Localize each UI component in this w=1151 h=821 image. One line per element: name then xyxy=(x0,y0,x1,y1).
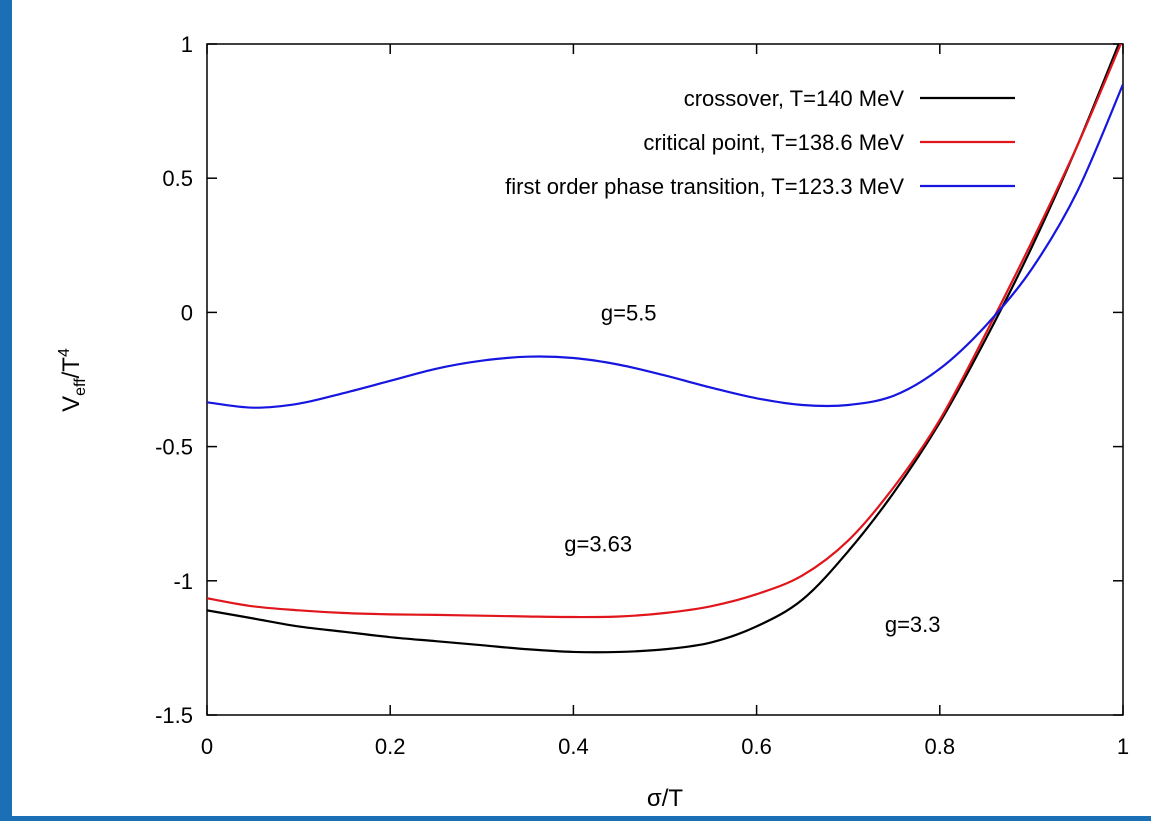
series-lines xyxy=(207,44,1123,654)
legend: crossover, T=140 MeV critical point, T=13… xyxy=(505,86,1015,199)
series-line-2 xyxy=(207,83,1123,409)
x-tick-label: 0.8 xyxy=(925,734,956,759)
curve-annotation: g=5.5 xyxy=(601,300,657,325)
axis-ticks: 0 0.2 0.4 0.6 0.8 1 -1.5 -1 -0.5 0 0.5 1 xyxy=(155,32,1129,759)
x-tick-label: 0 xyxy=(201,734,213,759)
plot-frame xyxy=(206,43,1124,716)
y-tick-label: -1.5 xyxy=(155,703,193,728)
y-tick-label: -0.5 xyxy=(155,435,193,460)
legend-label: crossover, T=140 MeV xyxy=(684,86,905,111)
series-line-1 xyxy=(207,44,1122,619)
y-axis-label: Veff/T4 xyxy=(56,348,89,412)
y-tick-label: 0.5 xyxy=(162,166,193,191)
chart-panel: 0 0.2 0.4 0.6 0.8 1 -1.5 -1 -0.5 0 0.5 1 g=5.5 g=3.6… xyxy=(12,0,1151,816)
x-axis-label: σ/T xyxy=(647,785,683,812)
legend-label: critical point, T=138.6 MeV xyxy=(643,130,904,155)
series-line-0 xyxy=(207,44,1120,654)
x-tick-label: 0.4 xyxy=(558,734,589,759)
curve-annotation: g=3.3 xyxy=(885,612,941,637)
curve-annotation: g=3.63 xyxy=(564,531,632,556)
y-tick-label: 1 xyxy=(181,32,193,57)
y-axis-label-denominator: /T xyxy=(58,357,85,379)
y-axis-label-superscript: 4 xyxy=(56,348,73,357)
line-chart: 0 0.2 0.4 0.6 0.8 1 -1.5 -1 -0.5 0 0.5 1 g=5.5 g=3.6… xyxy=(56,32,1129,812)
x-tick-label: 1 xyxy=(1117,734,1129,759)
x-tick-label: 0.2 xyxy=(375,734,406,759)
x-tick-label: 0.6 xyxy=(741,734,772,759)
annotations: g=5.5 g=3.63 g=3.3 xyxy=(564,300,940,636)
y-axis-label-subscript: eff xyxy=(72,378,89,396)
y-axis-label-main: V xyxy=(58,396,85,412)
legend-label: first order phase transition, T=123.3 Me… xyxy=(505,174,904,199)
y-tick-label: 0 xyxy=(181,300,193,325)
y-tick-label: -1 xyxy=(173,569,193,594)
